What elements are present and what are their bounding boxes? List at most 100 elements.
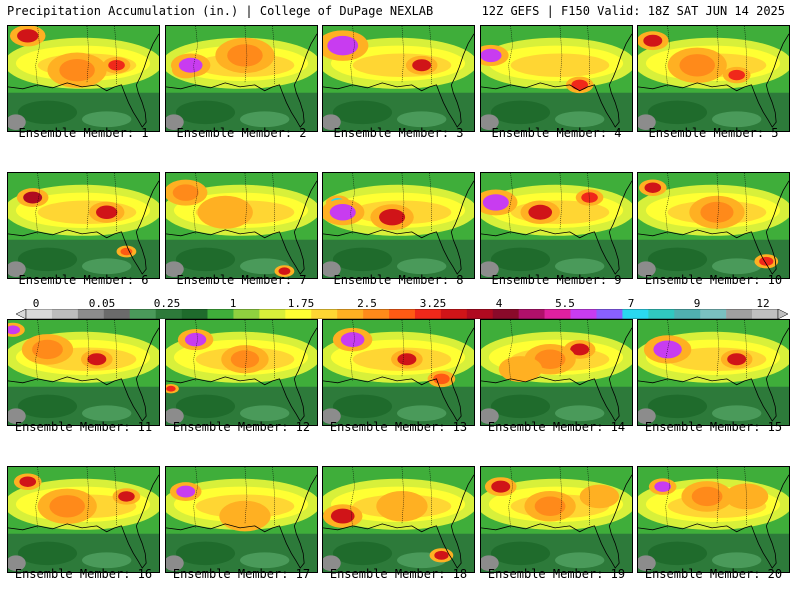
ensemble-member-map-9 — [480, 172, 633, 279]
precip-field — [638, 26, 789, 131]
colorbar-tick-label: 3.25 — [419, 297, 447, 310]
colorbar-tick-label: 0.05 — [88, 297, 116, 310]
colorbar-swatch — [129, 309, 156, 319]
colorbar-min-arrow — [16, 309, 27, 319]
colorbar-swatch — [155, 309, 182, 319]
colorbar-swatch — [181, 309, 208, 319]
precip-field — [638, 173, 789, 278]
ensemble-member-label: Ensemble Member: 6 — [18, 273, 149, 287]
ensemble-member-map-7 — [165, 172, 318, 279]
ensemble-member-label: Ensemble Member: 14 — [487, 420, 626, 434]
ensemble-member-label: Ensemble Member: 15 — [644, 420, 783, 434]
colorbar-swatch — [285, 309, 312, 319]
ensemble-member-label: Ensemble Member: 8 — [333, 273, 464, 287]
ensemble-member-map-3 — [322, 25, 475, 132]
ensemble-member-map-15 — [637, 319, 790, 426]
colorbar-swatch — [570, 309, 597, 319]
colorbar-swatch — [207, 309, 234, 319]
ensemble-member-label: Ensemble Member: 7 — [176, 273, 307, 287]
colorbar-swatch — [700, 309, 727, 319]
ensemble-member-label: Ensemble Member: 3 — [333, 126, 464, 140]
ensemble-member-map-6 — [7, 172, 160, 279]
ensemble-member-map-5 — [637, 25, 790, 132]
ensemble-member-map-2 — [165, 25, 318, 132]
colorbar-tick-label: 1.75 — [287, 297, 315, 310]
ensemble-member-map-4 — [480, 25, 633, 132]
ensemble-member-label: Ensemble Member: 20 — [644, 567, 783, 581]
ensemble-member-label: Ensemble Member: 2 — [176, 126, 307, 140]
colorbar-swatch — [726, 309, 753, 319]
colorbar-swatch — [622, 309, 649, 319]
map-title: Precipitation Accumulation (in.) | Colle… — [7, 4, 434, 18]
colorbar-tick-label: 9 — [693, 297, 701, 310]
run-valid-time: 12Z GEFS | F150 Valid: 18Z SAT JUN 14 20… — [481, 4, 785, 18]
colorbar-swatch — [103, 309, 131, 319]
ensemble-member-label: Ensemble Member: 4 — [491, 126, 622, 140]
colorbar-swatch — [440, 309, 468, 319]
ensemble-member-label: Ensemble Member: 13 — [329, 420, 468, 434]
precip-field — [8, 26, 159, 131]
ensemble-member-label: Ensemble Member: 9 — [491, 273, 622, 287]
precip-field — [323, 173, 474, 278]
colorbar-tick-label: 12 — [756, 297, 770, 310]
colorbar-tick-label: 0 — [32, 297, 40, 310]
ensemble-member-map-16 — [7, 466, 160, 573]
ensemble-member-map-18 — [322, 466, 475, 573]
precip-field — [8, 467, 159, 572]
precip-field — [166, 467, 317, 572]
colorbar-swatch — [233, 309, 260, 319]
ensemble-member-map-1 — [7, 25, 160, 132]
colorbar-swatch — [492, 309, 519, 319]
precip-field — [481, 173, 632, 278]
colorbar-swatch — [311, 309, 338, 319]
ensemble-member-label: Ensemble Member: 18 — [329, 567, 468, 581]
colorbar-tick-label: 0.25 — [153, 297, 181, 310]
ensemble-member-label: Ensemble Member: 19 — [487, 567, 626, 581]
colorbar-swatch — [544, 309, 571, 319]
colorbar-tick-label: 1 — [229, 297, 237, 310]
colorbar-tick-label: 5.5 — [555, 297, 575, 310]
colorbar-swatch — [51, 309, 79, 319]
ensemble-member-label: Ensemble Member: 1 — [18, 126, 149, 140]
ensemble-member-map-17 — [165, 466, 318, 573]
colorbar-swatch — [414, 309, 442, 319]
colorbar-max-arrow — [777, 309, 788, 319]
colorbar-swatch — [518, 309, 545, 319]
ensemble-member-map-11 — [7, 319, 160, 426]
precip-field — [8, 320, 159, 425]
precip-field — [166, 26, 317, 131]
precip-field — [323, 467, 474, 572]
precipitation-colorbar — [16, 309, 788, 319]
precip-field — [323, 26, 474, 131]
ensemble-member-label: Ensemble Member: 11 — [14, 420, 153, 434]
colorbar-swatch — [259, 309, 286, 319]
colorbar-swatch — [752, 309, 779, 319]
ensemble-member-map-19 — [480, 466, 633, 573]
precip-field — [638, 320, 789, 425]
colorbar-swatch — [77, 309, 105, 319]
colorbar-swatch — [596, 309, 623, 319]
colorbar-tick-label: 7 — [627, 297, 635, 310]
colorbar-swatch — [466, 309, 494, 319]
colorbar-swatch — [389, 309, 416, 319]
colorbar-tick-label: 4 — [495, 297, 503, 310]
ensemble-member-map-10 — [637, 172, 790, 279]
ensemble-member-map-12 — [165, 319, 318, 426]
colorbar-swatch — [674, 309, 701, 319]
colorbar-swatch — [337, 309, 364, 319]
ensemble-member-map-13 — [322, 319, 475, 426]
colorbar-labels: 0 0.05 0.25 1 1.75 2.5 3.25 4 5.5 7 9 12 — [0, 297, 800, 310]
precip-field — [638, 467, 789, 572]
precip-field — [481, 467, 632, 572]
precip-field — [481, 26, 632, 131]
colorbar-swatch — [26, 309, 53, 319]
precip-field — [481, 320, 632, 425]
precip-field — [166, 173, 317, 278]
ensemble-member-map-14 — [480, 319, 633, 426]
ensemble-member-label: Ensemble Member: 17 — [172, 567, 311, 581]
precip-field — [8, 173, 159, 278]
ensemble-member-label: Ensemble Member: 12 — [172, 420, 311, 434]
precip-field — [166, 320, 317, 425]
ensemble-member-map-20 — [637, 466, 790, 573]
ensemble-member-label: Ensemble Member: 16 — [14, 567, 153, 581]
